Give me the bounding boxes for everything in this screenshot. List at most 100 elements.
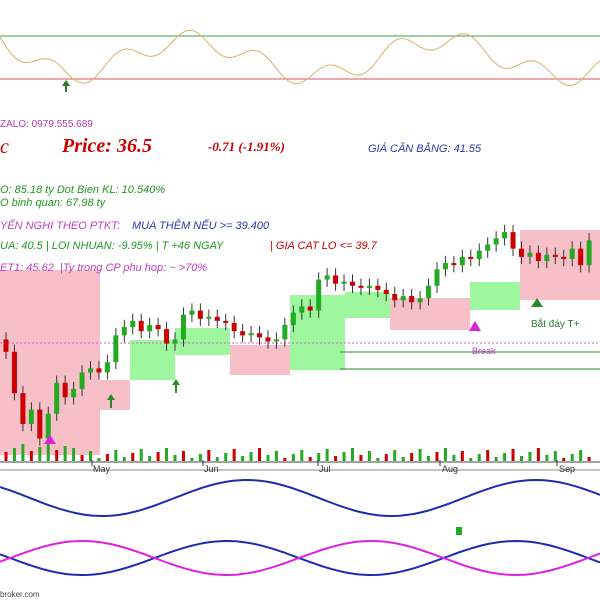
candle-body xyxy=(316,279,322,311)
volume-bar xyxy=(334,456,338,461)
candle-body xyxy=(578,248,584,266)
cloud-band xyxy=(345,292,390,318)
volume-bar xyxy=(486,450,490,461)
volume-bar xyxy=(519,456,523,461)
volume-bar xyxy=(266,455,270,461)
volume-bar xyxy=(148,456,152,461)
volume-bar xyxy=(427,456,431,461)
trade-info: UA: 40.5 | LOI NHUAN: -9.95% | T +46 NGA… xyxy=(0,240,224,252)
volume-bar xyxy=(443,448,447,461)
volume-bar xyxy=(274,451,278,461)
volume-bar xyxy=(29,451,33,461)
volume-bar xyxy=(173,455,177,461)
month-sep: Sep xyxy=(559,464,576,474)
candle-body xyxy=(527,252,533,257)
volume-bar xyxy=(511,449,515,461)
candle-body xyxy=(400,296,406,301)
candle-body xyxy=(206,316,212,319)
volume-bar xyxy=(72,448,76,461)
weight-label: |Ty trong CP phu hop: ~ >70% xyxy=(60,262,208,274)
candle-body xyxy=(189,310,195,315)
volume-bar xyxy=(393,450,397,461)
cloud-band xyxy=(230,345,290,375)
candle-body xyxy=(586,240,592,266)
candle-body xyxy=(223,320,229,323)
volume-bar xyxy=(367,451,371,461)
candle-body xyxy=(299,306,305,313)
month-jul: Jul xyxy=(319,464,331,474)
volume-bar xyxy=(317,453,321,461)
small-up-arrow-icon-2 xyxy=(172,379,180,393)
volume-bar xyxy=(190,458,194,461)
oscillator-1-line xyxy=(0,478,600,517)
top-panel-bg xyxy=(0,0,600,116)
candle-body xyxy=(3,339,9,352)
zalo-text: ZALO: 0979.555.689 xyxy=(0,119,93,130)
candle-body xyxy=(409,296,415,303)
candle-body xyxy=(544,254,550,262)
candle-body xyxy=(451,263,457,266)
volume-bar xyxy=(342,452,346,461)
candle-body xyxy=(113,335,119,363)
cloud-band xyxy=(130,340,175,380)
volume-bar xyxy=(258,448,262,461)
price-label: Price: 36.5 xyxy=(62,135,152,157)
candle-body xyxy=(476,250,482,259)
bat-day-triangle-icon xyxy=(531,298,543,307)
info-line-1: O: 85.18 ty Dot Bien KL: 10.540% xyxy=(0,184,166,196)
candle-body xyxy=(11,351,17,394)
volume-bar xyxy=(4,452,8,461)
candle-body xyxy=(240,331,246,336)
volume-bar xyxy=(376,458,380,461)
volume-bar xyxy=(536,448,540,461)
volume-bar xyxy=(122,457,126,461)
recommend-label: YẾN NGHỊ THEO PTKT: xyxy=(0,220,121,232)
candle-body xyxy=(493,238,499,245)
volume-bar xyxy=(570,454,574,461)
volume-bar xyxy=(249,452,253,461)
volume-bar xyxy=(418,449,422,461)
volume-bar xyxy=(241,456,245,461)
small-up-arrow-icon xyxy=(107,394,115,408)
candle-body xyxy=(502,232,508,239)
candle-body xyxy=(28,409,34,425)
volume-bar xyxy=(114,450,118,461)
bat-day-label: Bắt đáy T+ xyxy=(531,319,580,330)
candle-body xyxy=(333,275,339,284)
month-may: May xyxy=(93,464,111,474)
month-aug: Aug xyxy=(442,464,459,474)
volume-bar xyxy=(553,451,557,461)
volume-bar xyxy=(224,453,228,461)
candles xyxy=(3,224,592,446)
candle-body xyxy=(54,382,60,414)
volume-bar xyxy=(503,453,507,461)
candle-body xyxy=(569,248,575,259)
volume-bar xyxy=(300,450,304,461)
candle-body xyxy=(79,372,85,389)
volume-bar xyxy=(452,455,456,461)
candle-body xyxy=(307,306,313,311)
buy-triangle-icon xyxy=(44,435,56,444)
candle-body xyxy=(392,294,398,301)
candle-body xyxy=(434,269,440,286)
volume-bar xyxy=(38,447,42,461)
volume-bar xyxy=(105,454,109,461)
volume-bar xyxy=(460,451,464,461)
volume-bar xyxy=(384,454,388,461)
cloud-band xyxy=(470,282,520,310)
candle-body xyxy=(37,409,43,439)
candle-body xyxy=(197,310,203,319)
candle-body xyxy=(375,285,381,290)
candle-body xyxy=(383,289,389,295)
volume-bar xyxy=(545,455,549,461)
volume-bar xyxy=(308,457,312,461)
c-glyph: c xyxy=(0,136,9,158)
candle-body xyxy=(231,322,237,332)
volume-bar xyxy=(12,448,16,461)
volume-bar xyxy=(359,455,363,461)
candle-body xyxy=(214,316,220,321)
candle-body xyxy=(155,324,161,330)
candle-body xyxy=(510,232,516,249)
footer-text: broker.com xyxy=(0,590,40,599)
volume-bar xyxy=(198,454,202,461)
